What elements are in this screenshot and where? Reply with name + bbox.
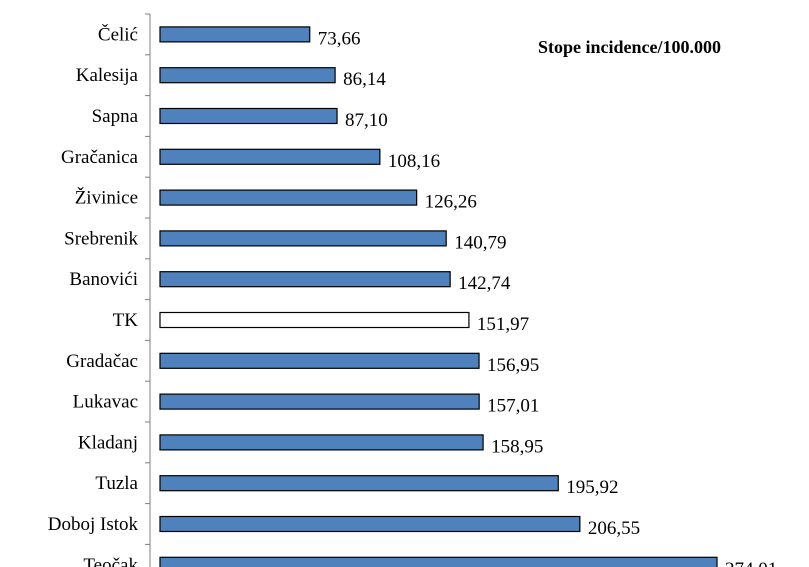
bar [159, 434, 484, 451]
data-label: 108,16 [388, 151, 440, 172]
category-label: Srebrenik [64, 228, 138, 249]
bar [159, 67, 336, 84]
data-label: 206,55 [588, 518, 640, 539]
data-label: 126,26 [425, 192, 477, 213]
category-label: Gračanica [61, 147, 139, 168]
bar [159, 189, 418, 206]
category-label: Doboj Istok [48, 514, 139, 535]
category-label: Živinice [75, 187, 138, 209]
bar [159, 230, 447, 247]
category-label: TK [113, 310, 139, 331]
category-label: Sapna [92, 106, 139, 127]
data-label: 274,01 [725, 559, 777, 567]
data-label: 142,74 [458, 273, 511, 294]
data-label: 156,95 [487, 355, 539, 376]
chart-title: Stope incidence/100.000 [538, 37, 721, 57]
data-label: 151,97 [477, 314, 529, 335]
bar [159, 393, 480, 410]
bars-layer [159, 26, 718, 567]
category-label: Teočak [83, 555, 138, 567]
data-label: 195,92 [566, 477, 618, 498]
category-label: Gradačac [66, 351, 138, 372]
data-label: 157,01 [487, 396, 539, 417]
bar [159, 515, 581, 533]
bar [159, 271, 451, 288]
data-label: 140,79 [454, 232, 506, 253]
category-label: Čelić [98, 23, 138, 45]
axis-layer [145, 13, 151, 567]
category-label: Kalesija [76, 65, 139, 86]
bar [159, 148, 381, 165]
bar [159, 26, 311, 43]
data-label: 86,14 [343, 69, 386, 90]
data-label: 73,66 [318, 28, 361, 49]
bar [159, 311, 470, 329]
category-label: Banovići [69, 269, 138, 290]
bar [159, 352, 480, 369]
bar [159, 107, 338, 125]
bar [159, 475, 559, 492]
category-label: Kladanj [78, 432, 138, 453]
bar [159, 556, 718, 567]
category-label: Tuzla [95, 473, 138, 494]
data-label: 158,95 [491, 436, 543, 457]
data-label: 87,10 [345, 110, 388, 131]
labels-layer: Čelić 73,66 Kalesija 86,14 Sapna 87,10 Gračani… [48, 23, 778, 567]
category-label: Lukavac [73, 392, 138, 413]
